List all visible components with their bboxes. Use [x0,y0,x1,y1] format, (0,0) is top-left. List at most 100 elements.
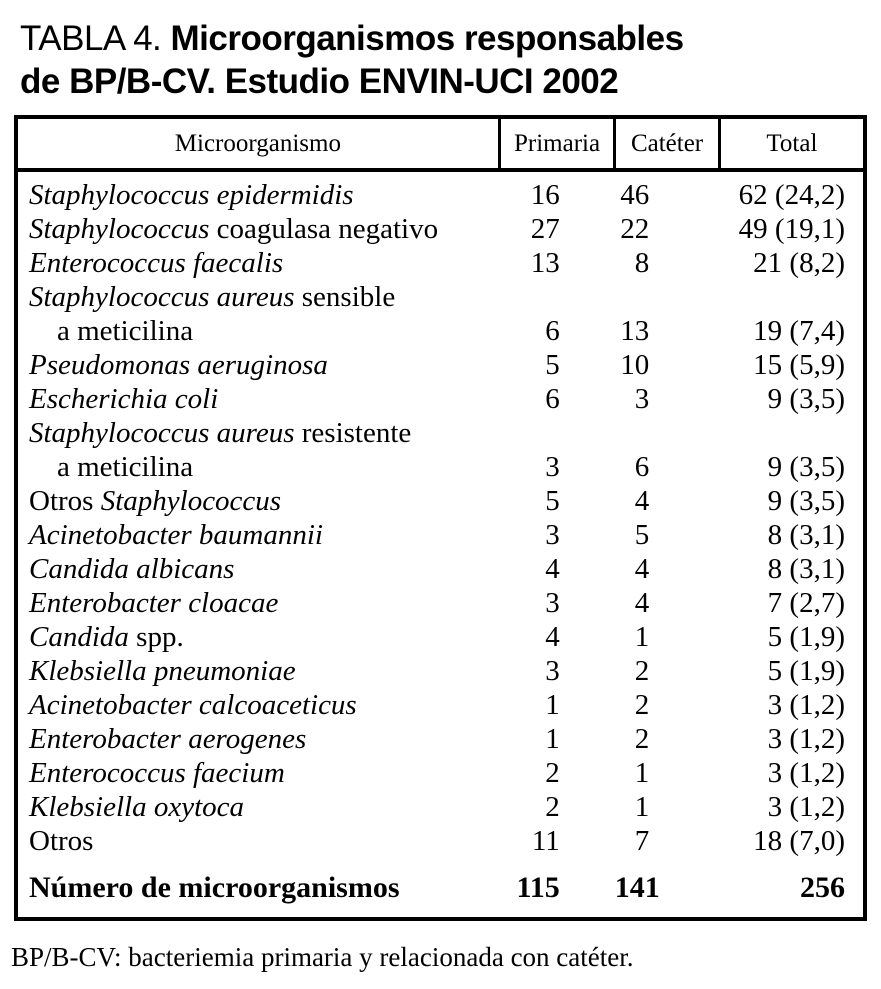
cateter-value: 46 [620,179,650,211]
table-row: Candida albicans 4 4 8 (3,1) [16,552,865,586]
total-value: 19 (7,4) [753,315,845,347]
microorganism-name: Staphylococcus coagulasa negativo [29,213,439,245]
cateter-value: 3 [634,383,650,415]
primaria-value: 27 [530,213,560,245]
primaria-value: 13 [530,247,560,279]
total-value: 49 (19,1) [738,213,845,245]
total-value: 5 (1,9) [767,621,845,653]
total-value: 3 (1,2) [767,689,845,721]
table-row: Klebsiella pneumoniae 3 2 5 (1,9) [16,654,865,688]
cateter-value: 22 [620,213,650,245]
table-title-line1-bold: Microorganismos responsables [161,19,684,58]
total-value: 15 (5,9) [753,349,845,381]
total-value: 9 (3,5) [767,451,845,483]
totals-primaria-value: 115 [516,871,560,904]
cateter-value: 2 [634,723,650,755]
primaria-value: 2 [545,791,560,823]
table-row: Staphylococcus epidermidis 16 46 62 (24,2) [16,170,865,212]
cateter-value: 10 [620,349,650,381]
microorganism-name: Klebsiella oxytoca [29,791,245,823]
cateter-value: 4 [634,485,650,517]
microorganism-name: Staphylococcus epidermidis [29,179,354,211]
microorganism-name: Enterococcus faecalis [29,247,284,279]
cateter-value: 6 [634,451,650,483]
table-row: Candida spp. 4 1 5 (1,9) [16,620,865,654]
column-header-primaria: Primaria [497,117,615,172]
cateter-value: 13 [620,315,650,347]
microorganism-name: Candida spp. [29,621,184,653]
totals-row: Número de microorganismos 115 141 256 [16,858,865,919]
microorganism-name: Klebsiella pneumoniae [29,655,296,687]
total-value: 21 (8,2) [753,247,845,279]
primaria-value: 6 [545,315,560,347]
table-row: Staphylococcus aureus resistente a metici… [16,416,865,484]
table-row: Otros 11 7 18 (7,0) [16,824,865,858]
microorganism-name: Pseudomonas aeruginosa [29,349,328,381]
totals-total-value: 256 [800,871,845,904]
table-row: Pseudomonas aeruginosa 5 10 15 (5,9) [16,348,865,382]
column-header-microorganismo: Microorganismo [16,117,500,172]
cateter-value: 2 [634,655,650,687]
table-body: Staphylococcus epidermidis 16 46 62 (24,2) S… [16,170,865,919]
table-number-label: TABLA 4. [20,19,162,58]
table-row: Staphylococcus coagulasa negativo 27 22 49 … [16,212,865,246]
primaria-value: 1 [545,689,560,721]
table-title: TABLA 4. Microorganismos responsables de… [20,17,684,103]
microorganism-name: Otros Staphylococcus [29,485,282,517]
table-title-line2: de BP/B-CV. Estudio ENVIN-UCI 2002 [20,62,619,101]
total-value: 9 (3,5) [767,485,845,517]
microorganism-name: Escherichia coli [29,383,219,415]
total-value: 3 (1,2) [767,723,845,755]
cateter-value: 1 [634,757,650,789]
microorganism-name: Acinetobacter calcoaceticus [29,689,357,721]
total-value: 7 (2,7) [767,587,845,619]
primaria-value: 2 [545,757,560,789]
cateter-value: 7 [634,825,650,857]
primaria-value: 1 [545,723,560,755]
microorganism-name: Enterobacter aerogenes [29,723,307,755]
primaria-value: 5 [545,485,560,517]
table-row: Enterobacter cloacae 3 4 7 (2,7) [16,586,865,620]
table-row: Acinetobacter baumannii 3 5 8 (3,1) [16,518,865,552]
total-value: 3 (1,2) [767,791,845,823]
microorganism-name: Candida albicans [29,553,235,585]
microorganism-name: Acinetobacter baumannii [29,519,323,551]
primaria-value: 3 [545,655,560,687]
column-header-total: Total [717,117,865,172]
totals-label: Número de microorganismos [29,871,400,904]
total-value: 9 (3,5) [767,383,845,415]
table-row: Enterococcus faecium 2 1 3 (1,2) [16,756,865,790]
microorganism-name: Enterobacter cloacae [29,587,279,619]
totals-cateter-value: 141 [614,871,660,904]
primaria-value: 6 [545,383,560,415]
cateter-value: 4 [634,553,650,585]
primaria-value: 3 [545,587,560,619]
column-header-cateter: Catéter [613,117,720,172]
cateter-value: 1 [634,791,650,823]
primaria-value: 3 [545,451,560,483]
primaria-value: 5 [545,349,560,381]
primaria-value: 11 [531,825,560,857]
header-row: Microorganismo Primaria Catéter Total [16,117,865,172]
cateter-value: 2 [634,689,650,721]
total-value: 18 (7,0) [753,825,845,857]
microorganism-name: Staphylococcus aureus sensible a meticili… [29,281,396,347]
cateter-value: 4 [634,587,650,619]
total-value: 8 (3,1) [767,519,845,551]
cateter-value: 5 [634,519,650,551]
microorganism-name: Staphylococcus aureus resistente a metici… [29,417,412,483]
total-value: 5 (1,9) [767,655,845,687]
total-value: 62 (24,2) [738,179,845,211]
table-row: Otros Staphylococcus 5 4 9 (3,5) [16,484,865,518]
microorganism-name: Enterococcus faecium [29,757,285,789]
table-row: Enterobacter aerogenes 1 2 3 (1,2) [16,722,865,756]
table-row: Staphylococcus aureus sensible a meticili… [16,280,865,348]
primaria-value: 4 [545,621,560,653]
table-title-line1: TABLA 4. Microorganismos responsables [20,17,684,60]
total-value: 8 (3,1) [767,553,845,585]
table-row: Klebsiella oxytoca 2 1 3 (1,2) [16,790,865,824]
primaria-value: 3 [545,519,560,551]
cateter-value: 8 [634,247,650,279]
footnote: BP/B-CV: bacteriemia primaria y relacion… [11,942,634,972]
